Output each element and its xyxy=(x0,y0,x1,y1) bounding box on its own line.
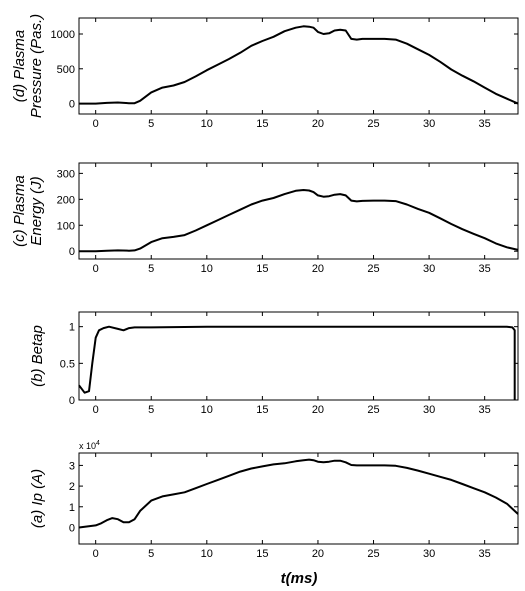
x-tick-label: 35 xyxy=(479,548,491,560)
x-tick-label: 25 xyxy=(367,548,379,560)
x-tick-label: 30 xyxy=(423,548,435,560)
x-tick-label: 35 xyxy=(479,404,491,416)
x-tick-label: 20 xyxy=(312,263,324,275)
x-tick-label: 0 xyxy=(93,404,99,416)
y-tick-label: 0 xyxy=(69,99,75,111)
x-tick-label: 5 xyxy=(148,404,154,416)
x-tick-label: 35 xyxy=(479,118,491,130)
x-tick-label: 0 xyxy=(93,548,99,560)
axes-frame xyxy=(78,17,519,115)
panel-d: 0 5 10 15 20 25 30 35 0 500 1000 (d) PlasmaPressure… xyxy=(11,14,519,130)
x-tick-label: 5 xyxy=(148,118,154,130)
axes-frame xyxy=(78,452,519,545)
x-tick-label: 20 xyxy=(312,118,324,130)
series-line-d xyxy=(79,25,519,105)
y-tick-label: 200 xyxy=(57,194,75,206)
y-tick-label: 0.5 xyxy=(60,358,75,370)
x-tick-label: 30 xyxy=(423,263,435,275)
y-tick-label: 3 xyxy=(69,460,75,472)
x-tick-label: 0 xyxy=(93,263,99,275)
x-tick-label: 5 xyxy=(148,263,154,275)
x-tick-label: 30 xyxy=(423,118,435,130)
x-tick-label: 10 xyxy=(201,263,213,275)
x-tick-label: 20 xyxy=(312,404,324,416)
x-tick-label: 0 xyxy=(93,118,99,130)
series-line-c xyxy=(79,189,519,253)
x-tick-label: 25 xyxy=(367,404,379,416)
y-multiplier: x 104 xyxy=(79,440,100,451)
x-tick-label: 10 xyxy=(201,404,213,416)
x-tick-label: 5 xyxy=(148,548,154,560)
y-tick-label: 1000 xyxy=(51,29,75,41)
y-tick-label: 1 xyxy=(69,322,75,334)
y-tick-label: 500 xyxy=(57,64,75,76)
y-tick-label: 0 xyxy=(69,246,75,258)
y-tick-label: 300 xyxy=(57,168,75,180)
y-tick-label: 0 xyxy=(69,395,75,407)
y-tick-label: 100 xyxy=(57,220,75,232)
axes-frame xyxy=(78,311,519,401)
axes-frame xyxy=(78,162,519,260)
y-tick-label: 1 xyxy=(69,502,75,514)
panel-c: 0 5 10 15 20 25 30 35 0 100 200 300 (c) PlasmaEnergy… xyxy=(11,162,519,275)
y-tick-label: 0 xyxy=(69,522,75,534)
x-tick-label: 25 xyxy=(367,118,379,130)
y-tick-label: 2 xyxy=(69,481,75,493)
y-axis-label: (a) Ip (A) xyxy=(29,469,46,528)
x-tick-label: 10 xyxy=(201,118,213,130)
x-tick-label: 25 xyxy=(367,263,379,275)
x-tick-label: 10 xyxy=(201,548,213,560)
y-axis-label: (d) PlasmaPressure (Pas.) xyxy=(11,14,45,118)
x-tick-label: 20 xyxy=(312,548,324,560)
panel-b: 0 5 10 15 20 25 30 35 0 0.5 1 (b) Betap xyxy=(29,311,519,416)
x-tick-label: 15 xyxy=(256,548,268,560)
x-tick-label: 35 xyxy=(479,263,491,275)
series-line-a xyxy=(78,458,519,529)
x-tick-label: 30 xyxy=(423,404,435,416)
y-axis-label: (b) Betap xyxy=(29,325,46,387)
x-tick-label: 15 xyxy=(256,118,268,130)
x-tick-label: 15 xyxy=(256,404,268,416)
x-tick-label: 15 xyxy=(256,263,268,275)
x-axis-label: t(ms) xyxy=(281,570,318,587)
panel-a: 0 5 10 15 20 25 30 35 0 1 2 3 x 104 (a) Ip (A) xyxy=(29,440,519,560)
series-line-b xyxy=(78,325,516,400)
y-axis-label: (c) PlasmaEnergy (J) xyxy=(11,175,45,247)
